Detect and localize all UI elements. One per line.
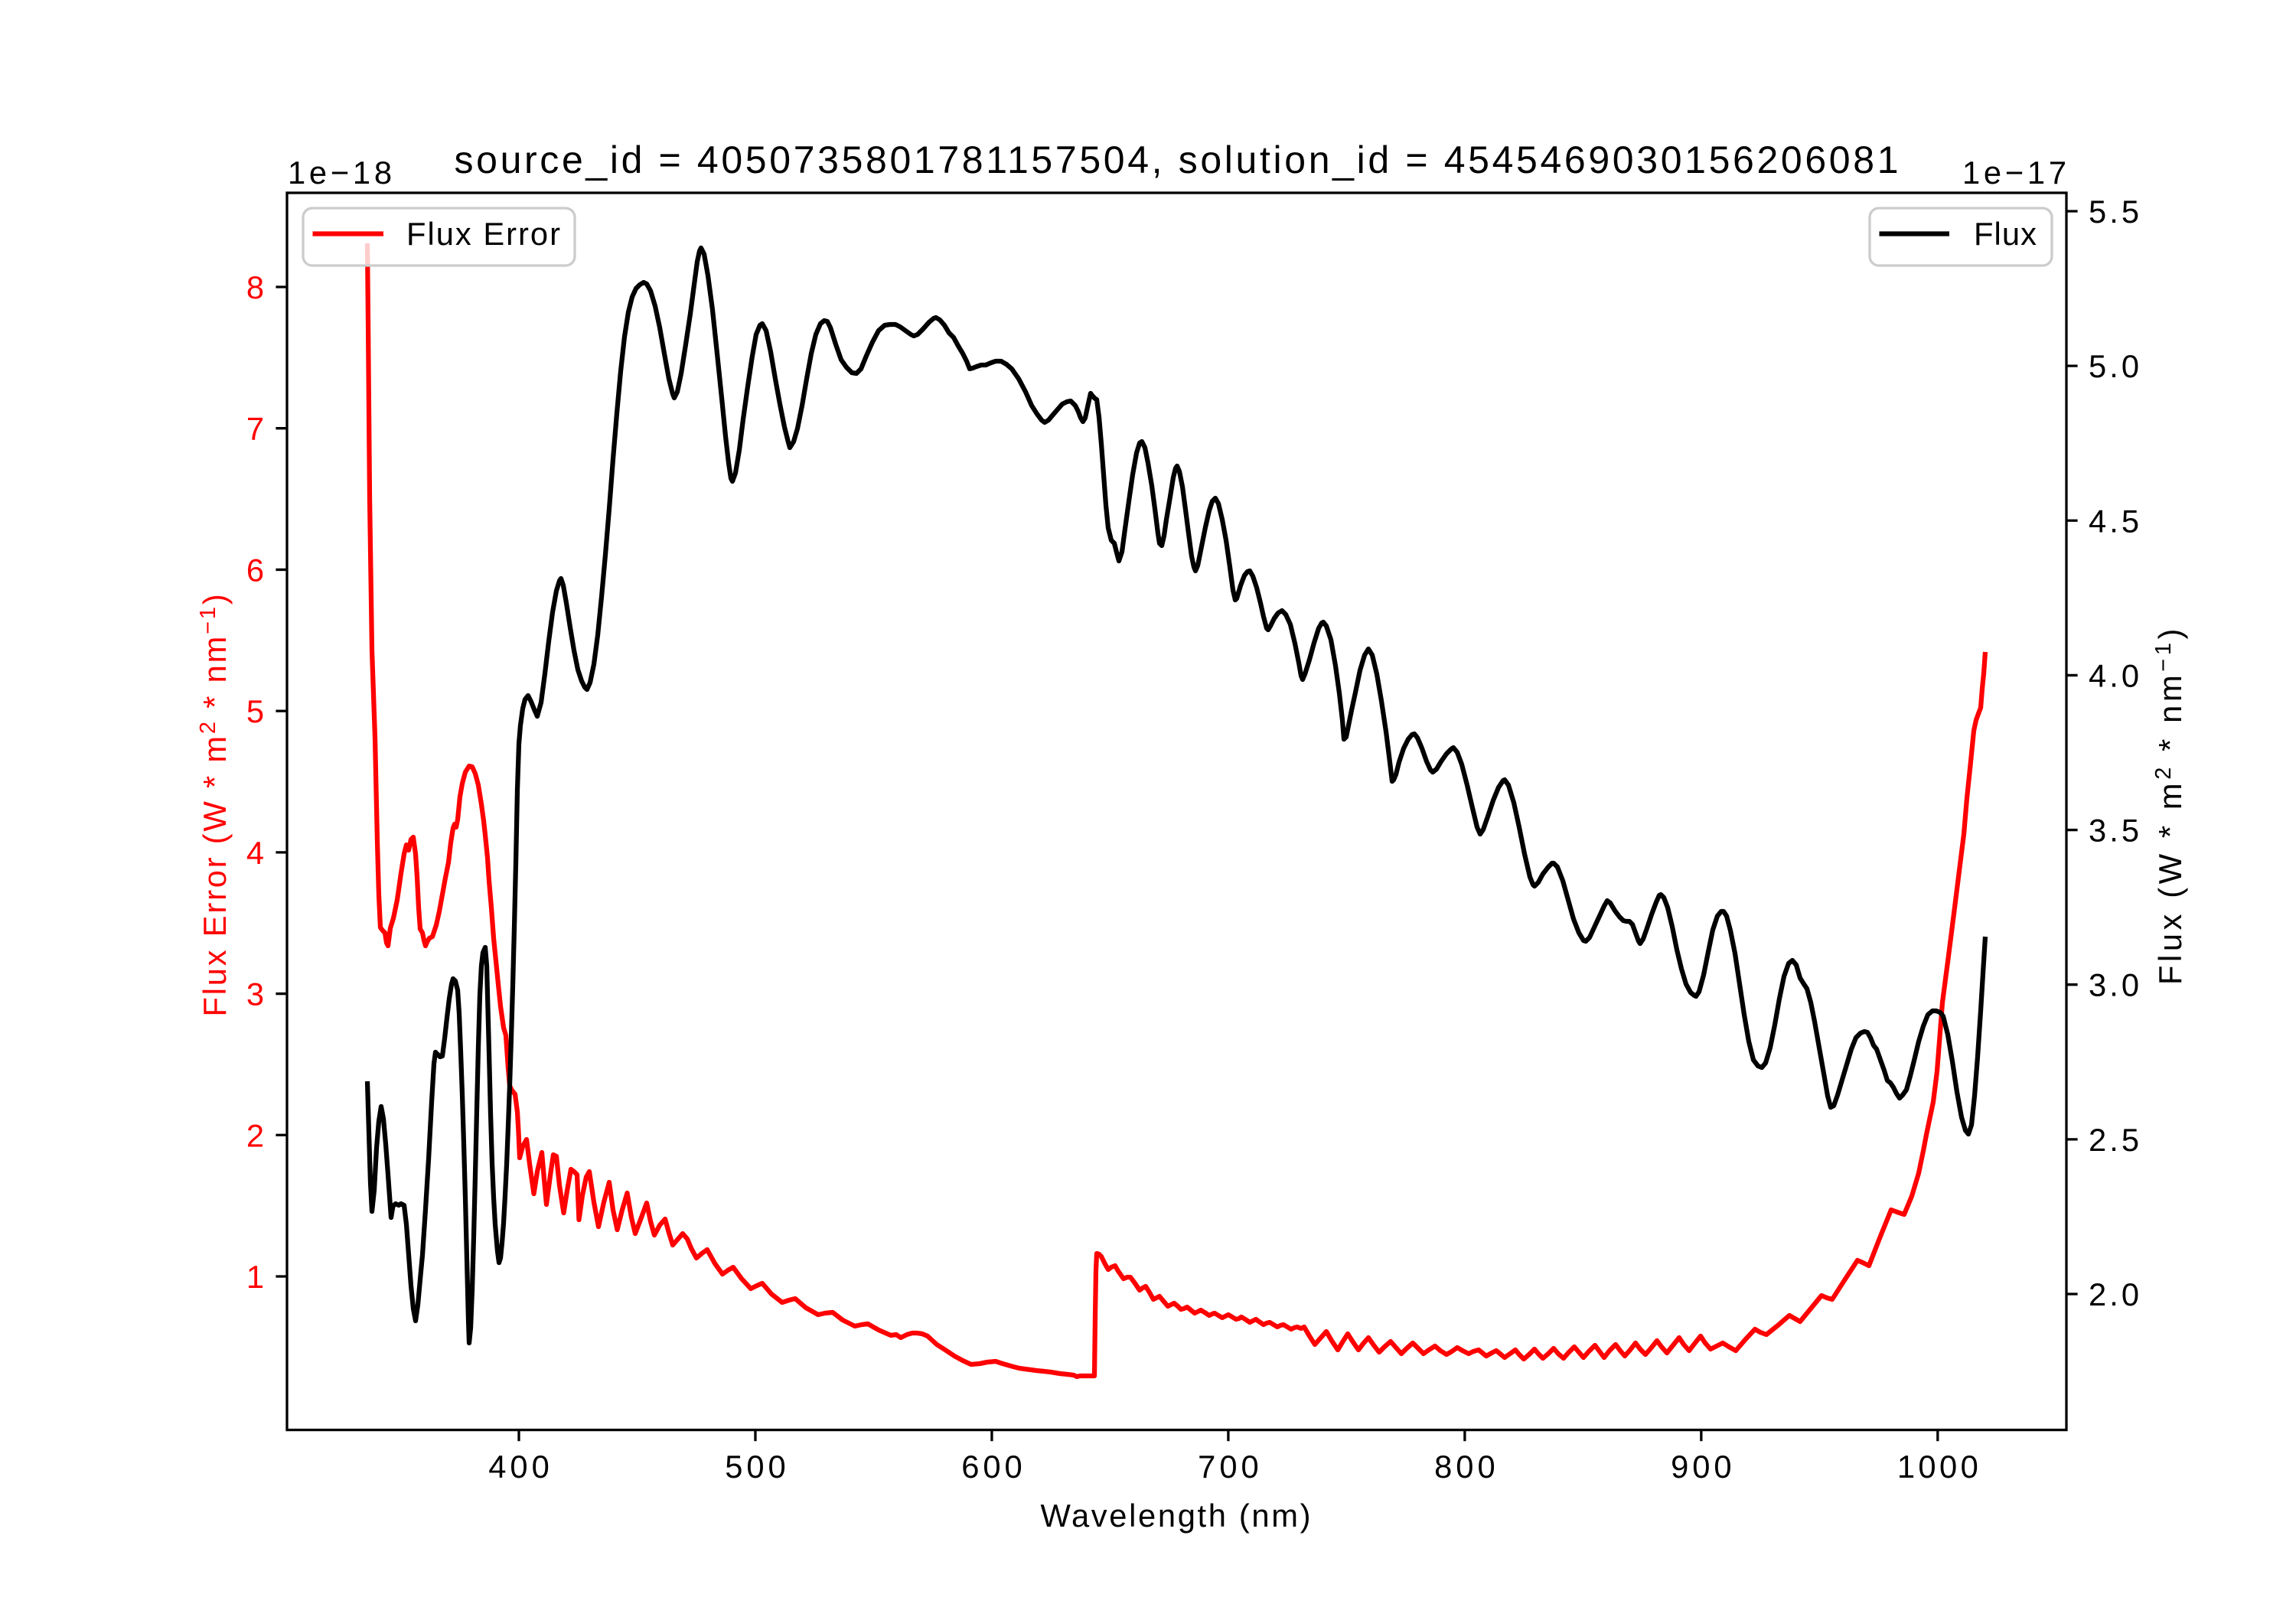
svg-text:800: 800 — [1434, 1449, 1495, 1485]
svg-text:5: 5 — [246, 693, 264, 729]
svg-text:3.0: 3.0 — [2089, 967, 2139, 1003]
svg-text:4.0: 4.0 — [2089, 657, 2139, 693]
svg-text:4.5: 4.5 — [2089, 503, 2139, 539]
svg-text:4: 4 — [246, 835, 264, 871]
svg-text:900: 900 — [1671, 1449, 1732, 1485]
svg-text:2.5: 2.5 — [2089, 1122, 2139, 1158]
svg-text:6: 6 — [246, 552, 264, 588]
svg-text:5.5: 5.5 — [2089, 194, 2139, 230]
svg-text:500: 500 — [725, 1449, 786, 1485]
svg-text:Flux: Flux — [1974, 216, 2037, 252]
svg-text:3: 3 — [246, 976, 264, 1012]
svg-text:8: 8 — [246, 269, 264, 305]
svg-text:1e−17: 1e−17 — [1962, 155, 2066, 191]
svg-text:Flux Error (W * m2 * nm−1): Flux Error (W * m2 * nm−1) — [196, 592, 233, 1016]
svg-text:5.0: 5.0 — [2089, 348, 2139, 384]
svg-text:Flux (W * m2 * nm−1): Flux (W * m2 * nm−1) — [2151, 625, 2188, 985]
svg-text:1: 1 — [246, 1259, 264, 1295]
svg-text:Flux Error: Flux Error — [406, 216, 560, 252]
svg-text:600: 600 — [961, 1449, 1022, 1485]
svg-text:700: 700 — [1198, 1449, 1259, 1485]
svg-text:2.0: 2.0 — [2089, 1276, 2139, 1312]
svg-text:3.5: 3.5 — [2089, 813, 2139, 849]
svg-text:7: 7 — [246, 411, 264, 447]
svg-text:1e−18: 1e−18 — [288, 155, 392, 191]
svg-text:2: 2 — [246, 1117, 264, 1153]
svg-text:Wavelength (nm): Wavelength (nm) — [1041, 1498, 1311, 1534]
svg-text:400: 400 — [488, 1449, 550, 1485]
